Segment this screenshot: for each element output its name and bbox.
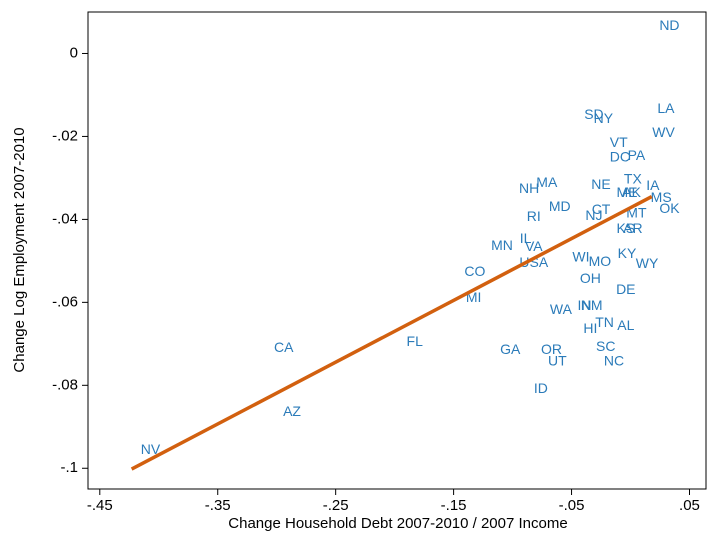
point-label: PA xyxy=(628,147,646,163)
point-label: USA xyxy=(519,254,548,270)
point-label: ND xyxy=(659,17,679,33)
point-label: MD xyxy=(549,198,571,214)
point-label: NM xyxy=(581,297,603,313)
point-label: TN xyxy=(595,314,614,330)
point-label: AL xyxy=(617,317,634,333)
point-label: NJ xyxy=(585,207,602,223)
point-label: AK xyxy=(622,184,641,200)
point-label: HI xyxy=(583,320,597,336)
x-tick-label: .05 xyxy=(679,497,700,514)
point-label: WV xyxy=(652,124,675,140)
point-label: MS xyxy=(651,189,672,205)
point-label: CO xyxy=(464,263,485,279)
point-label: CA xyxy=(274,339,294,355)
point-label: VT xyxy=(610,134,628,150)
plot-frame xyxy=(87,11,707,490)
point-label: CT xyxy=(592,201,611,217)
point-label: ID xyxy=(534,380,548,396)
point-label: NY xyxy=(594,110,614,126)
point-label: OH xyxy=(580,270,601,286)
x-axis-title: Change Household Debt 2007-2010 / 2007 I… xyxy=(228,515,567,532)
point-label: ME xyxy=(616,184,637,200)
point-label: FL xyxy=(407,333,424,349)
point-label: VA xyxy=(525,238,543,254)
point-label: IA xyxy=(646,177,660,193)
point-label: OR xyxy=(541,341,562,357)
point-label: GA xyxy=(500,341,521,357)
y-tick-label: -.02 xyxy=(52,127,78,144)
point-label: MN xyxy=(491,237,513,253)
point-label: NH xyxy=(519,180,539,196)
y-tick-label: -.04 xyxy=(52,210,78,227)
point-label: MO xyxy=(589,253,612,269)
point-label: NC xyxy=(604,352,624,368)
point-label: TX xyxy=(624,170,643,186)
point-label: RI xyxy=(527,208,541,224)
point-label: SD xyxy=(584,106,603,122)
point-label: WI xyxy=(572,248,589,264)
y-tick-label: -.08 xyxy=(52,376,78,393)
fit-line xyxy=(130,195,653,471)
x-tick-label: -.05 xyxy=(559,497,585,514)
point-label: AZ xyxy=(283,403,301,419)
point-label: AR xyxy=(623,220,642,236)
point-label: UT xyxy=(548,352,567,368)
point-label: WY xyxy=(636,255,659,271)
point-label: NV xyxy=(141,441,161,457)
y-tick-label: -.06 xyxy=(52,293,78,310)
point-label: KY xyxy=(618,245,637,261)
point-label: WA xyxy=(550,301,573,317)
point-label: LA xyxy=(657,100,675,116)
y-axis-title: Change Log Employment 2007-2010 xyxy=(11,127,28,372)
point-label: IN xyxy=(578,297,592,313)
point-label: DE xyxy=(616,281,635,297)
point-label: MA xyxy=(536,174,558,190)
x-tick-label: -.15 xyxy=(441,497,467,514)
point-label: SC xyxy=(596,338,615,354)
point-label: NE xyxy=(591,176,610,192)
x-tick-label: -.35 xyxy=(205,497,231,514)
point-label: KS xyxy=(616,220,635,236)
point-label: DC xyxy=(610,148,630,164)
point-label: IL xyxy=(520,230,532,246)
point-label: OK xyxy=(659,200,680,216)
y-tick-label: 0 xyxy=(70,44,78,61)
x-tick-label: -.25 xyxy=(323,497,349,514)
y-tick-label: -.1 xyxy=(60,459,78,476)
x-tick-label: -.45 xyxy=(87,497,113,514)
